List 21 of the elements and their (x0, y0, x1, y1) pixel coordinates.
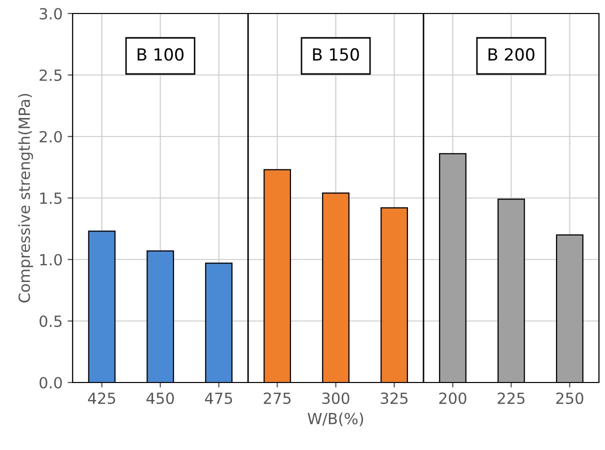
x-tick-label: 225 (498, 392, 524, 404)
y-tick-label: 2.0 (40, 130, 62, 143)
y-tick-label: 3.0 (40, 8, 62, 20)
x-tick-label: 475 (204, 392, 232, 404)
x-tick-label: 275 (264, 392, 291, 404)
x-tick-label: 325 (380, 392, 408, 404)
y-tick-label: 1.5 (40, 192, 62, 204)
y-tick-label: 0.5 (40, 315, 62, 328)
y-axis-title: Compressive strength(MPa) (18, 94, 34, 303)
x-axis-title: W/B(%) (308, 412, 364, 426)
y-tick-label: 1.0 (40, 254, 62, 266)
x-tick-label: 250 (556, 392, 584, 404)
band-label: B 150 (313, 48, 359, 61)
x-tick-label: 450 (146, 392, 174, 404)
x-tick-label: 425 (88, 392, 116, 404)
band-label: B 100 (138, 48, 184, 61)
x-tick-label: 300 (322, 392, 350, 404)
x-tick-label: 200 (439, 392, 466, 404)
y-tick-label: 2.5 (40, 69, 62, 82)
band-label: B 200 (488, 48, 534, 61)
y-tick-label: 0.0 (40, 376, 62, 389)
